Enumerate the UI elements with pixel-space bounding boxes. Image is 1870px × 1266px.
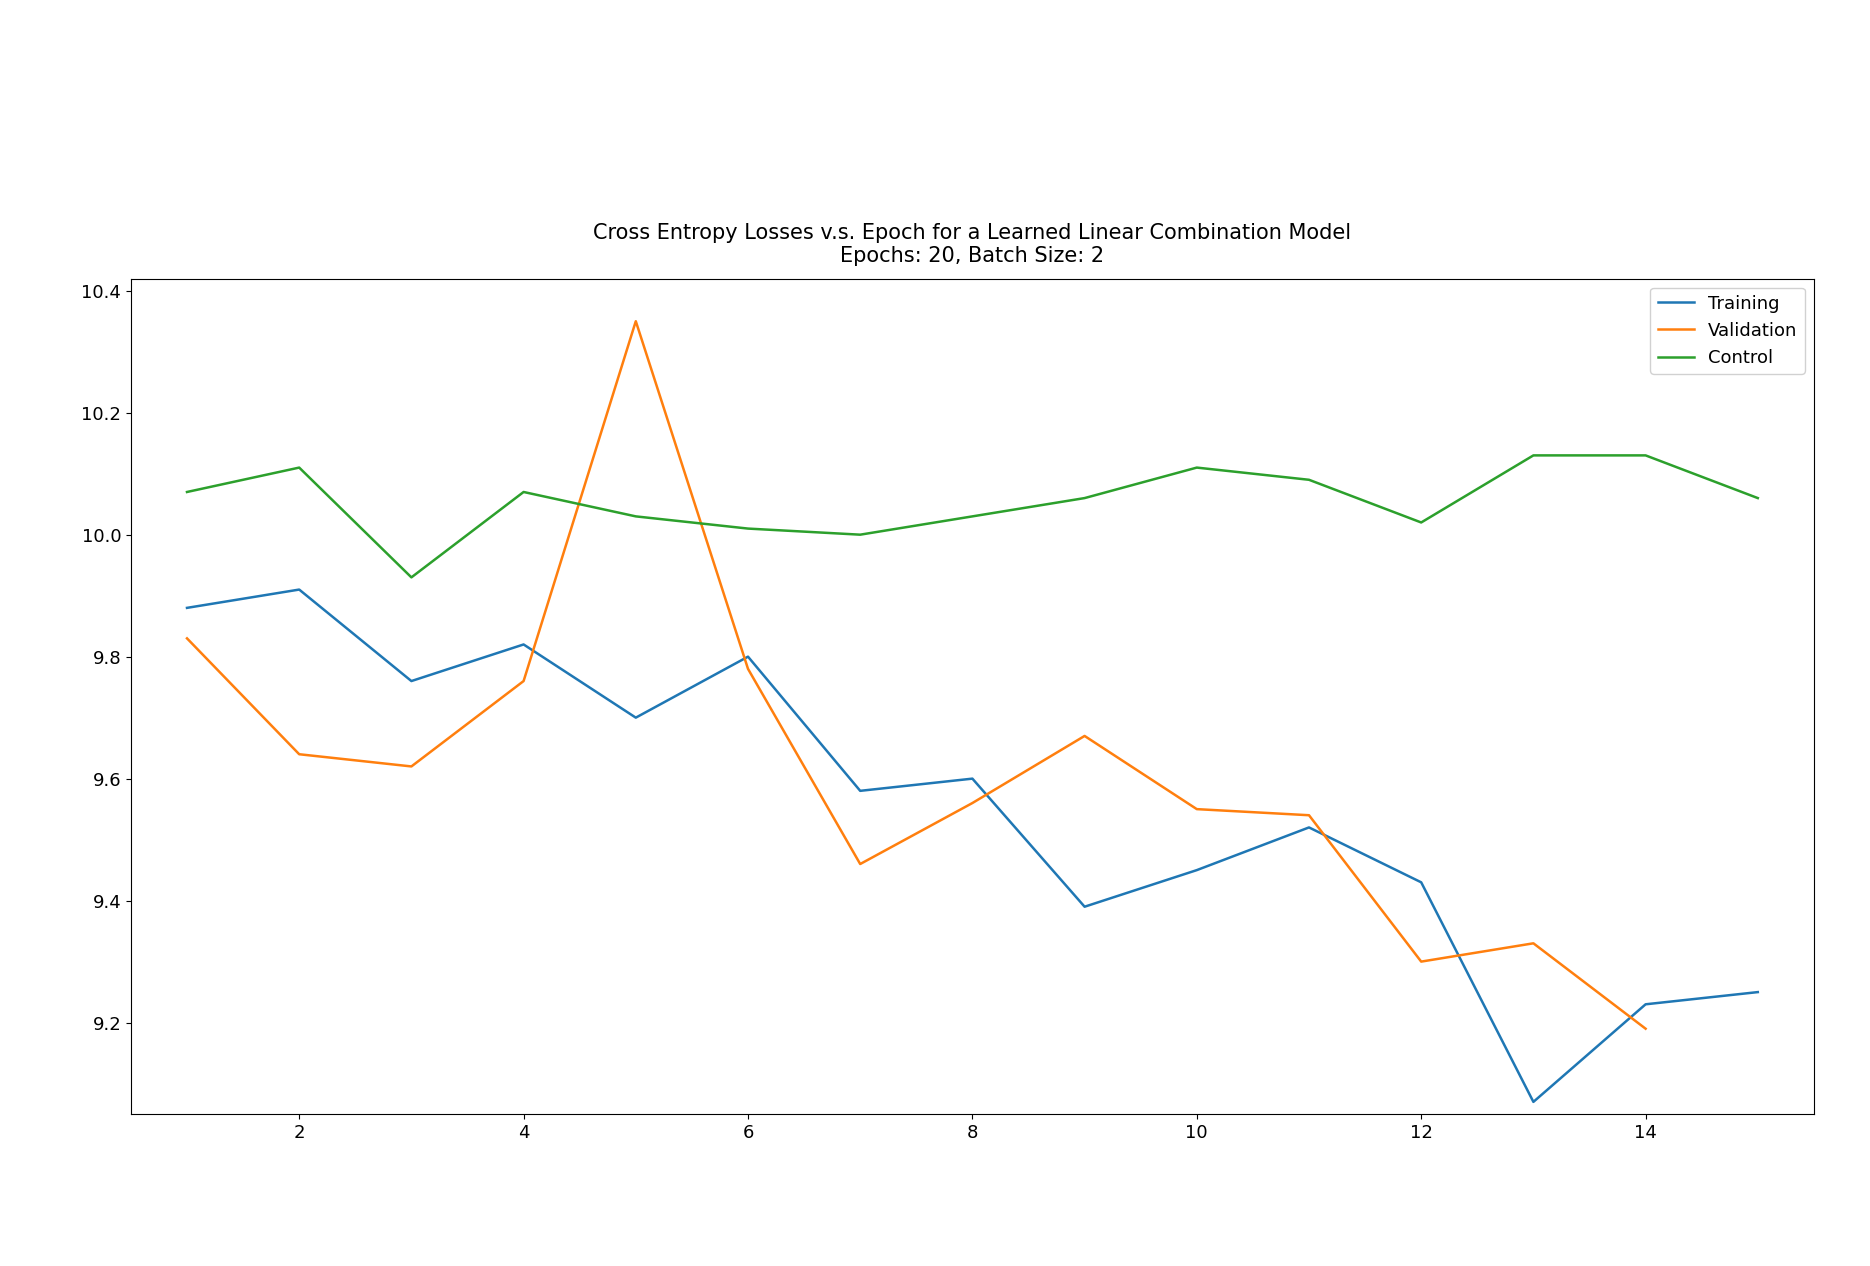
Training [625, 710, 647, 725]
Control [625, 509, 647, 524]
Training [1634, 996, 1657, 1012]
Validation [288, 747, 310, 762]
Training [400, 674, 423, 689]
Control [1522, 448, 1545, 463]
Validation [1298, 808, 1320, 823]
Training [1747, 985, 1769, 1000]
Training [849, 784, 871, 799]
Title: Cross Entropy Losses v.s. Epoch for a Learned Linear Combination Model
Epochs: 2: Cross Entropy Losses v.s. Epoch for a Le… [593, 223, 1352, 266]
Control [1634, 448, 1657, 463]
Control [176, 485, 198, 500]
Validation [1634, 1022, 1657, 1037]
Validation [625, 314, 647, 329]
Validation [176, 630, 198, 646]
Training [1298, 820, 1320, 836]
Training [1410, 875, 1432, 890]
Control [1747, 490, 1769, 505]
Validation [512, 674, 535, 689]
Validation [961, 795, 984, 810]
Control [1073, 490, 1096, 505]
Control [512, 485, 535, 500]
Control [288, 460, 310, 475]
Line: Validation: Validation [187, 322, 1646, 1029]
Control [1410, 515, 1432, 530]
Validation [1073, 728, 1096, 743]
Control [400, 570, 423, 585]
Training [176, 600, 198, 615]
Training [737, 649, 759, 665]
Legend: Training, Validation, Control: Training, Validation, Control [1651, 287, 1805, 373]
Training [1073, 899, 1096, 914]
Control [961, 509, 984, 524]
Control [849, 527, 871, 542]
Validation [1410, 955, 1432, 970]
Control [737, 522, 759, 537]
Validation [737, 661, 759, 676]
Training [1186, 862, 1208, 877]
Control [1298, 472, 1320, 487]
Control [1186, 460, 1208, 475]
Line: Training: Training [187, 590, 1758, 1101]
Line: Control: Control [187, 456, 1758, 577]
Training [1522, 1094, 1545, 1109]
Validation [400, 758, 423, 774]
Training [288, 582, 310, 598]
Validation [1186, 801, 1208, 817]
Validation [1522, 936, 1545, 951]
Validation [849, 856, 871, 871]
Training [961, 771, 984, 786]
Training [512, 637, 535, 652]
